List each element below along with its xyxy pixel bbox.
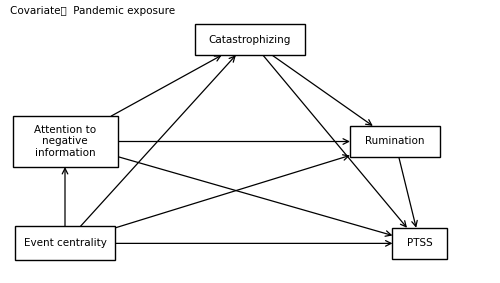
Text: Event centrality: Event centrality — [24, 238, 106, 248]
FancyBboxPatch shape — [350, 126, 440, 157]
Text: Catastrophizing: Catastrophizing — [209, 35, 291, 45]
FancyBboxPatch shape — [15, 226, 115, 260]
Text: Rumination: Rumination — [365, 136, 425, 147]
Text: Attention to
negative
information: Attention to negative information — [34, 125, 96, 158]
Text: Covariate：  Pandemic exposure: Covariate： Pandemic exposure — [10, 6, 175, 16]
FancyBboxPatch shape — [392, 228, 448, 259]
FancyBboxPatch shape — [195, 24, 305, 55]
Text: PTSS: PTSS — [407, 238, 433, 248]
FancyBboxPatch shape — [12, 116, 118, 167]
